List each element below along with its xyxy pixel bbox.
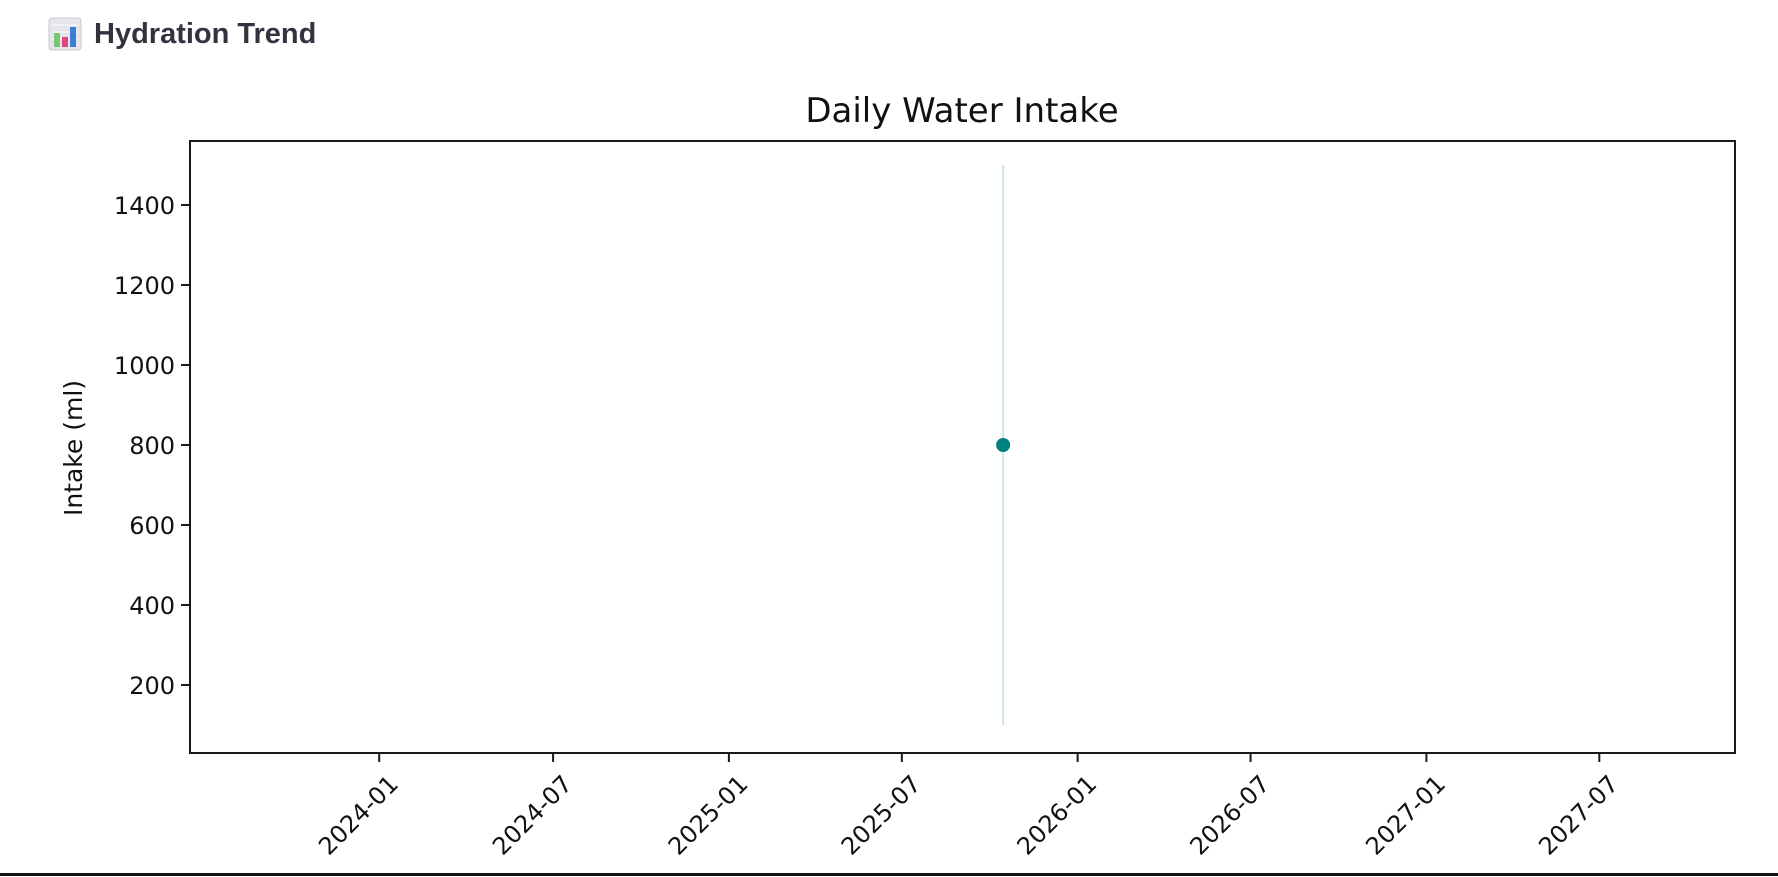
bar-chart-icon — [48, 17, 82, 51]
y-axis-ticks: 200 400 600 800 1000 1200 1400 — [114, 192, 190, 700]
data-point — [996, 438, 1011, 452]
header: Hydration Trend — [48, 14, 316, 54]
x-tick-label: 2024-01 — [313, 770, 404, 861]
y-tick-label: 1200 — [114, 272, 175, 300]
y-tick-label: 800 — [129, 432, 175, 460]
x-tick-label: 2026-01 — [1012, 770, 1103, 861]
x-tick-label: 2025-01 — [663, 770, 754, 861]
y-axis-label: Intake (ml) — [59, 380, 88, 516]
x-tick-label: 2027-07 — [1533, 770, 1624, 861]
y-tick-label: 400 — [129, 592, 175, 620]
y-tick-label: 200 — [129, 672, 175, 700]
bottom-divider — [0, 873, 1778, 876]
x-tick-label: 2027-01 — [1360, 770, 1451, 861]
y-tick-label: 600 — [129, 512, 175, 540]
y-tick-label: 1400 — [114, 192, 175, 220]
page-title: Hydration Trend — [94, 17, 317, 50]
y-tick-label: 1000 — [114, 352, 175, 380]
chart-title: Daily Water Intake — [805, 91, 1118, 131]
x-tick-label: 2025-07 — [836, 770, 927, 861]
plot-frame — [189, 140, 1736, 754]
x-axis-ticks: 2024-01 2024-07 2025-01 2025-07 2026-01 2026-… — [313, 753, 1624, 861]
x-tick-label: 2026-07 — [1185, 770, 1276, 861]
x-tick-label: 2024-07 — [487, 770, 578, 861]
plot-marks — [996, 165, 1011, 725]
